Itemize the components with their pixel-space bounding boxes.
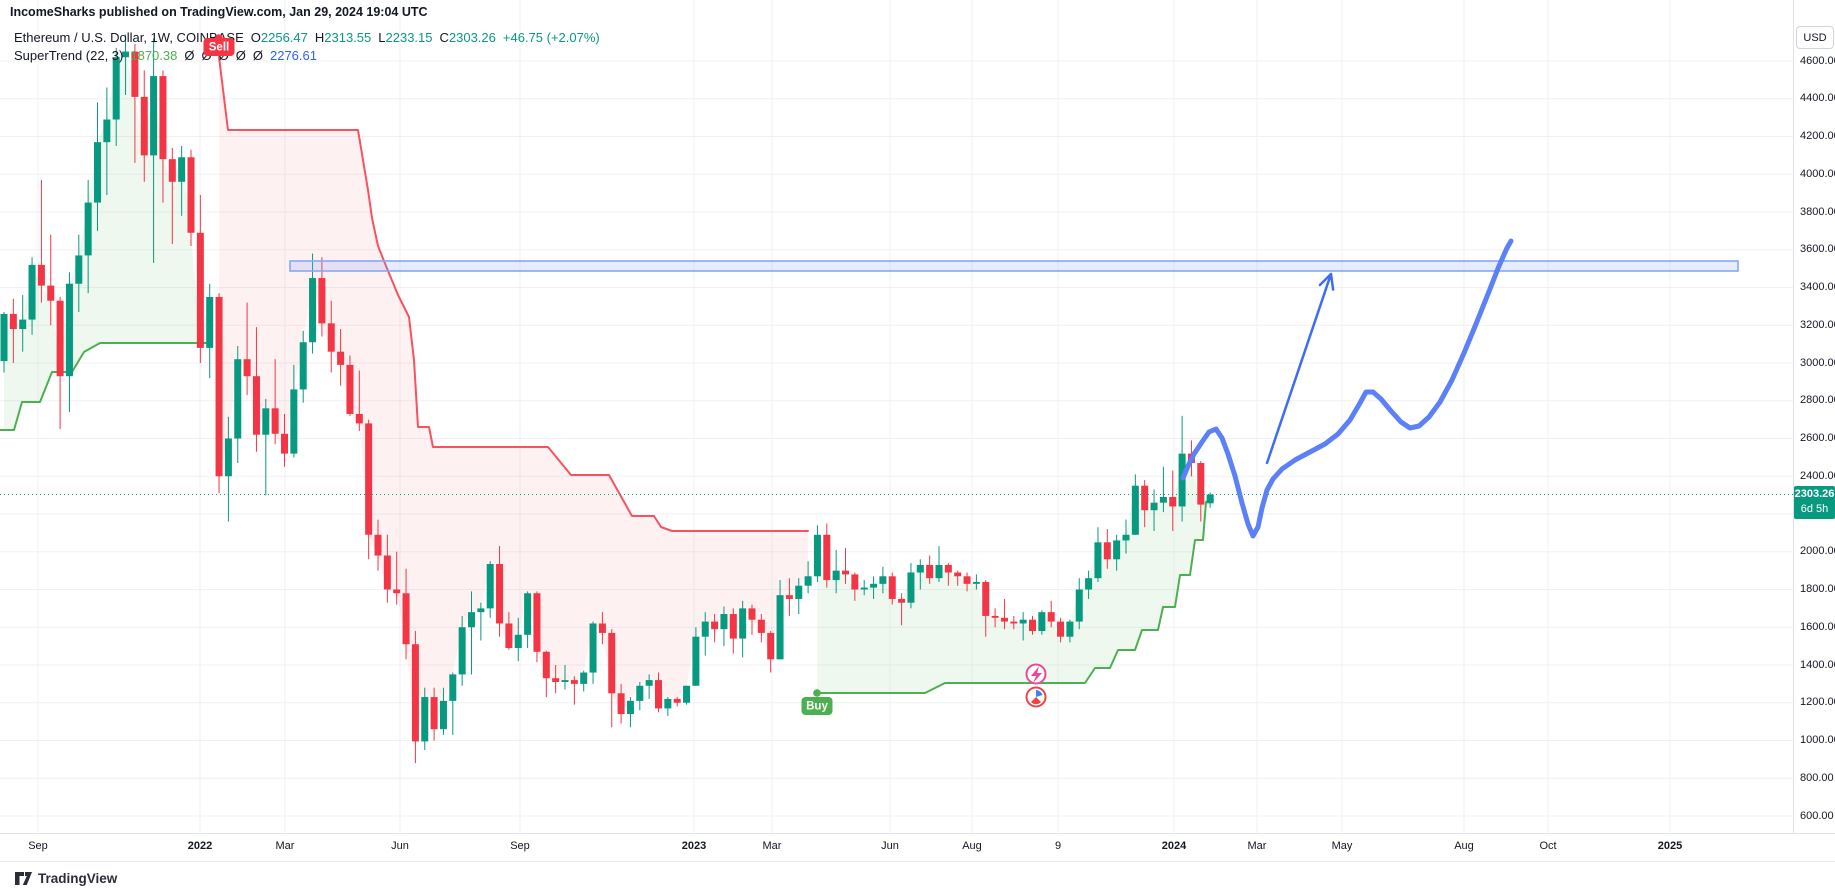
symbol-title: Ethereum / U.S. Dollar, 1W, COINBASE: [14, 30, 244, 45]
price-tick-label: 4000.00: [1800, 167, 1835, 180]
lightning-bolt-glyph: [1031, 666, 1042, 683]
indicator-value: Ø: [235, 48, 246, 63]
tradingview-logo-icon: [15, 872, 32, 885]
last-price-badge: 2303.26 6d 5h: [1794, 486, 1835, 519]
chart-markers[interactable]: [1025, 663, 1047, 708]
time-tick-label: Aug: [962, 840, 982, 852]
time-axis-separator: [0, 833, 1835, 834]
attribution-text: IncomeSharks published on TradingView.co…: [10, 5, 428, 19]
time-tick-label: Mar: [275, 840, 295, 852]
price-tick-label: 4200.00: [1800, 130, 1835, 142]
indicator-value: Ø: [218, 48, 229, 63]
price-tick-label: 3600.00: [1800, 243, 1835, 256]
price-tick-label: 1600.00: [1800, 620, 1835, 633]
ohlc-label: H: [314, 30, 325, 45]
indicator-value: 1870.38: [130, 48, 178, 63]
time-tick-label: Jun: [391, 840, 409, 852]
time-tick-label: Oct: [1539, 840, 1557, 852]
ohlc-value: 2303.26: [448, 30, 496, 45]
time-tick-label: Sep: [28, 840, 48, 852]
user-drawings[interactable]: [289, 238, 1739, 539]
horizontal-channel-band[interactable]: [289, 260, 1739, 272]
time-tick-label: 2024: [1161, 840, 1187, 852]
price-tick-label: 4600.00: [1800, 54, 1835, 67]
tradingview-branding[interactable]: TradingView: [14, 870, 117, 887]
price-tick-label: 4400.00: [1800, 92, 1835, 105]
time-tick-label: 9: [1054, 840, 1062, 852]
chart-canvas[interactable]: [0, 0, 1793, 833]
change-value: +46.75 (+2.07%): [502, 30, 600, 45]
tradingview-logo-text: TradingView: [38, 871, 118, 886]
arrowhead-icon: [1318, 272, 1335, 291]
time-tick-label: May: [1331, 840, 1353, 852]
indicator-value: Ø: [184, 48, 195, 63]
time-tick-label: Mar: [762, 840, 782, 852]
time-tick-label: Jun: [881, 840, 899, 852]
indicator-value: 2276.61: [269, 48, 317, 63]
ohlc-value: 2233.15: [385, 30, 433, 45]
last-price-value: 2303.26: [1794, 488, 1835, 500]
time-tick-label: Mar: [1247, 840, 1267, 852]
price-tick-label: 1800.00: [1800, 583, 1835, 595]
price-tick-label: 3400.00: [1800, 281, 1835, 293]
time-tick-label: 2022: [187, 840, 213, 852]
ohlc-value: 2313.55: [324, 30, 372, 45]
time-tick-label: 2025: [1657, 840, 1683, 852]
supertrend-fills: [4, 51, 1211, 742]
trend-arrow-drawing[interactable]: [1265, 272, 1333, 465]
chart-legend[interactable]: Ethereum / U.S. Dollar, 1W, COINBASE O225…: [14, 29, 600, 65]
price-tick-label: 1200.00: [1800, 696, 1835, 709]
price-axis-separator: [1793, 0, 1794, 833]
price-tick-label: 3200.00: [1800, 318, 1835, 331]
ohlc-label: O: [250, 30, 261, 45]
projection-curve-drawing[interactable]: [1180, 238, 1514, 539]
indicator-legend-row[interactable]: SuperTrend (22, 3) 1870.38 Ø Ø Ø Ø Ø 2276.61: [14, 47, 600, 65]
price-tick-label: 2000.00: [1800, 545, 1835, 558]
gridlines: [0, 0, 1793, 833]
symbol-legend-row[interactable]: Ethereum / U.S. Dollar, 1W, COINBASE O225…: [14, 29, 600, 47]
currency-toggle-button[interactable]: USD: [1796, 26, 1834, 49]
price-tick-label: 600.00: [1800, 809, 1834, 822]
indicator-value: Ø: [252, 48, 263, 63]
price-tick-label: 1400.00: [1800, 658, 1835, 671]
price-tick-label: 3000.00: [1800, 356, 1835, 369]
price-tick-label: 2600.00: [1800, 432, 1835, 444]
ohlc-value: 2256.47: [260, 30, 308, 45]
bar-countdown: 6d 5h: [1800, 503, 1829, 515]
supertrend-lines: [0, 56, 1214, 694]
indicator-name: SuperTrend (22, 3): [14, 48, 124, 63]
candlesticks: [0, 34, 1214, 764]
ohlc-label: L: [378, 30, 386, 45]
time-tick-label: 2023: [681, 840, 707, 852]
price-tick-label: 2400.00: [1800, 469, 1835, 482]
price-tick-label: 1000.00: [1800, 734, 1835, 746]
time-tick-label: Aug: [1454, 840, 1474, 852]
price-tick-label: 800.00: [1800, 771, 1834, 784]
price-tick-label: 2800.00: [1800, 394, 1835, 407]
price-tick-label: 3800.00: [1800, 205, 1835, 218]
ohlc-label: C: [439, 30, 449, 45]
indicator-value: Ø: [201, 48, 212, 63]
footer-separator: [0, 861, 1835, 862]
time-tick-label: Sep: [510, 840, 530, 852]
